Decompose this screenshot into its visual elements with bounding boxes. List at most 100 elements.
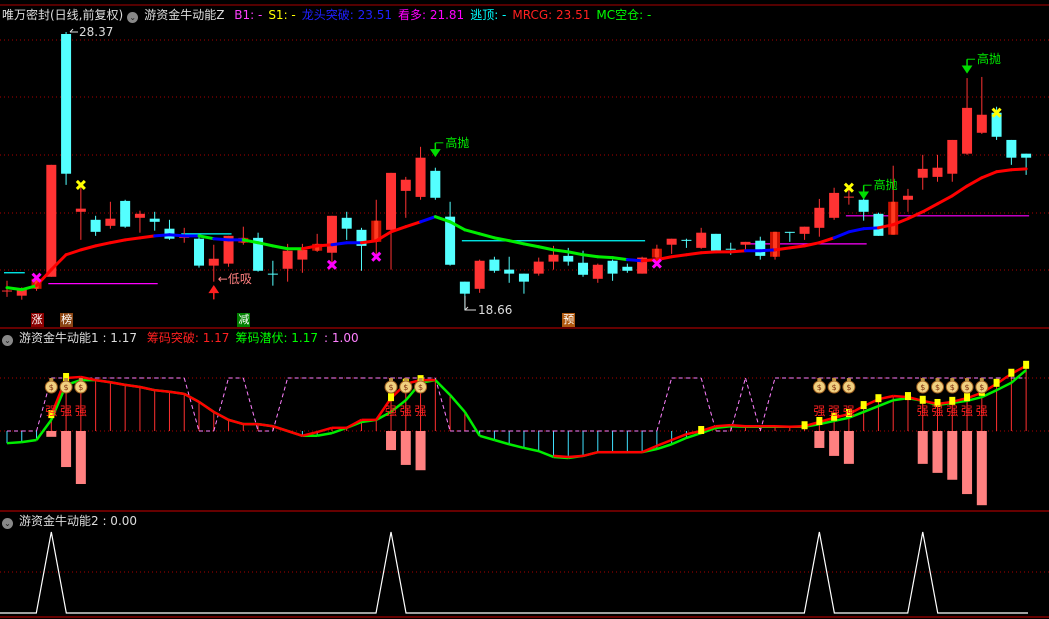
signal-bar [46,431,57,437]
candle-body [445,216,456,265]
signal-tag: 涨 [30,313,44,327]
ma-line-segment [950,184,969,198]
signal-bar [843,431,854,464]
dashed-state-line [434,377,451,432]
candle-body [120,200,131,227]
ma-line-segment [803,241,821,248]
panel1-title: ⌄ 游资金牛动能1 : 1.17 筹码突破: 1.17 筹码潜伏: 1.17: 1.… [2,331,371,346]
main-title-field: MC空仓: - [596,8,652,22]
ma-line-segment [1009,167,1028,172]
panel1-menu-icon[interactable]: ⌄ [2,335,13,346]
ma-line-segment [773,246,792,252]
candle-body [710,233,721,251]
candle-body [843,196,854,198]
panel2-name[interactable]: 游资金牛动能2 : 0.00 [19,514,138,528]
indicator-name[interactable]: 游资金牛动能Z [144,8,225,22]
chip-lurk-line [479,434,495,442]
chip-lurk-line [6,440,22,445]
yellow-x-marker [991,107,1002,118]
yellow-x-marker [75,179,86,190]
ma-line-segment [876,223,895,230]
candle-body [400,179,411,191]
money-bag-symbol: $ [388,383,393,392]
chip-break-line [568,454,584,459]
ma-line-segment [847,227,866,234]
ma-line-segment [315,243,334,248]
ma-line-segment [64,248,83,257]
ma-line-segment [817,236,836,245]
signal-bar [386,431,397,451]
dashed-state-line [700,377,717,432]
chip-break-line [671,433,687,442]
candle-body [666,238,677,245]
candle-body-inner [654,248,659,258]
money-bag-symbol: $ [832,383,837,392]
signal-bar [829,431,840,456]
strong-label: 强 [843,404,855,418]
ma-line-segment [374,230,393,243]
strong-label: 强 [385,404,397,418]
candle-body [282,250,293,269]
chip-lurk-line [21,438,37,444]
magenta-x-marker [651,258,662,269]
ma-line-segment [832,230,851,240]
ma-line-segment [359,239,378,245]
candle-body [356,229,367,246]
yellow-square-marker [993,378,1000,387]
chip-lurk-line [523,446,539,453]
chip-lurk-line [996,381,1012,392]
signal-bar [400,431,411,465]
chip-break-line [228,418,244,426]
chip-break-line [316,426,333,434]
signal-tag: 预 [562,313,576,327]
money-bag-knot [418,378,423,381]
candle-body-inner [891,201,896,235]
ma-line-segment [507,239,526,246]
money-bag-symbol: $ [979,383,984,392]
candle-body [2,290,12,292]
panel2-menu-icon[interactable]: ⌄ [2,518,13,529]
money-bag-knot [403,378,408,381]
chip-lurk-line [656,443,673,451]
chip-break-line [124,383,141,389]
candle-body [459,281,470,294]
high-price-label: 28.37 [79,25,114,39]
yellow-square-marker [845,409,852,418]
candle-body [784,231,795,233]
chip-break-line [139,385,155,392]
main-title-field: 逃顶: - [470,8,507,22]
ma-line-segment [522,242,541,249]
yellow-square-marker [816,416,823,425]
ma-line-segment [5,286,24,292]
main-title-field: MRCG: 23.51 [512,8,591,22]
yellow-square-marker [388,393,395,402]
candle-body [858,199,869,212]
panel1-name[interactable]: 游资金牛动能1 : 1.17 [19,331,138,345]
candle-body [105,218,116,226]
candle-body [267,273,278,275]
strong-label: 强 [60,404,72,418]
panel1-title-field: : 1.00 [324,331,359,345]
ma-line-segment [49,253,68,272]
candle-body [991,112,1002,137]
signal-bar [415,431,426,471]
indicator-menu-icon[interactable]: ⌄ [127,12,139,23]
candle-body [829,192,840,218]
candle-body [814,207,825,228]
candle-body-inner [374,220,379,242]
chip-break-line [287,429,303,437]
main-panel-title: 唯万密封(日线,前复权) ⌄ 游资金牛动能Z B1: - S1: - 龙头突破: 23.… [2,8,663,23]
chip-lurk-line [390,399,407,413]
strong-label: 强 [828,404,840,418]
candle-body [61,34,72,174]
buy-arrow-icon [208,285,220,300]
chip-lurk-line [508,443,525,450]
signal-bar [814,431,825,448]
candle-body [223,235,234,264]
low-price-pointer [464,296,476,311]
chip-lurk-line [863,404,879,414]
ma-line-segment [448,220,467,232]
signal-tag: 榜 [60,313,74,327]
